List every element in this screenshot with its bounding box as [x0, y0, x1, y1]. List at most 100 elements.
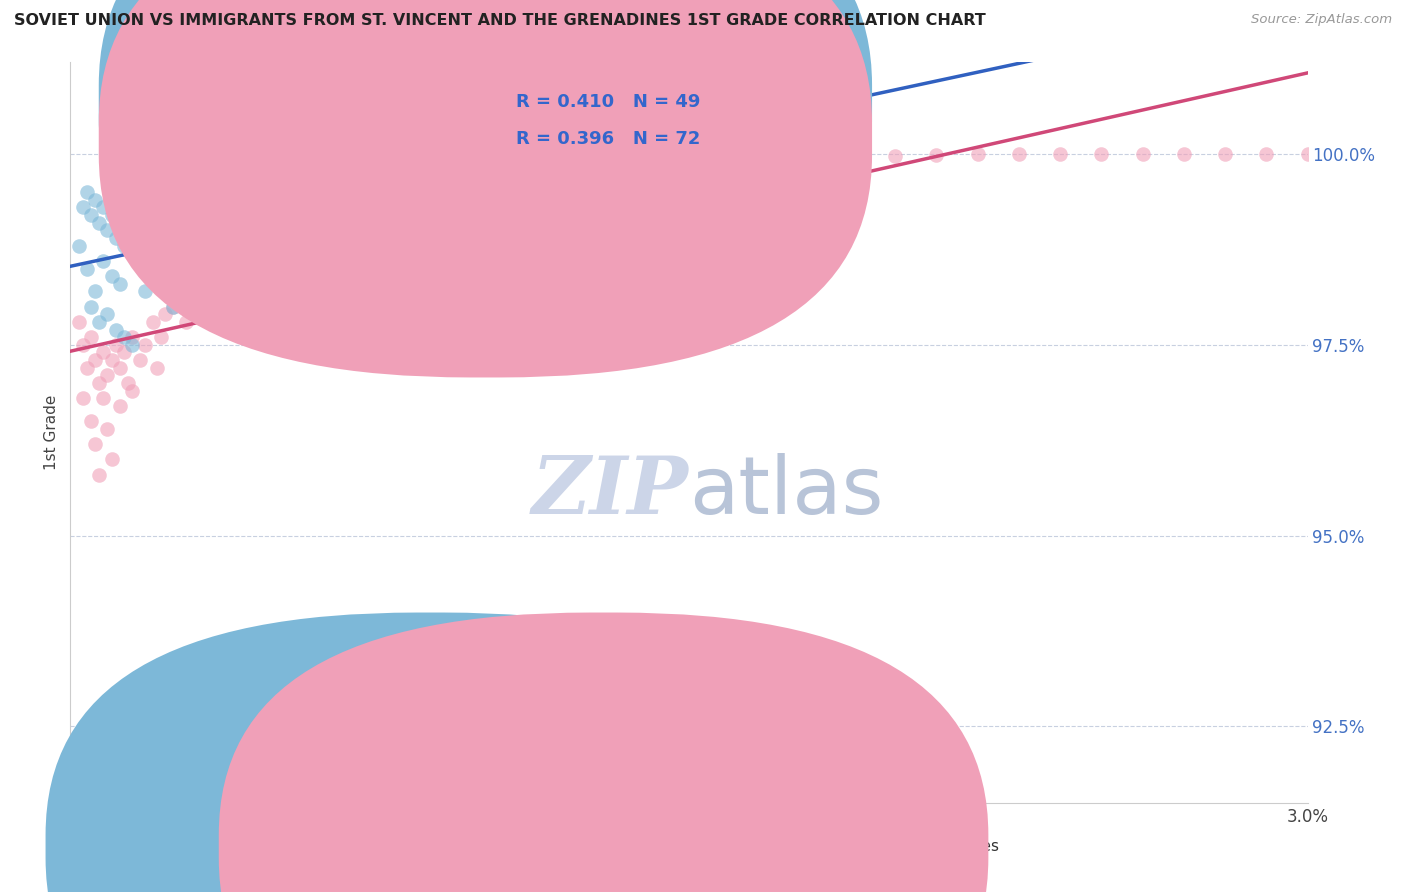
Point: [121, 330, 143, 344]
Point: [1132, 147, 1154, 161]
FancyBboxPatch shape: [45, 613, 815, 892]
Text: ZIP: ZIP: [531, 453, 689, 531]
Point: [91, 345, 114, 359]
Point: [245, 223, 267, 237]
Point: [96, 223, 118, 237]
FancyBboxPatch shape: [98, 0, 872, 377]
Point: [84, 193, 107, 207]
Point: [146, 360, 169, 375]
Point: [89, 315, 111, 329]
Point: [162, 238, 184, 252]
Point: [84, 285, 107, 299]
Point: [67, 238, 90, 252]
Point: [72, 338, 94, 352]
Point: [1049, 147, 1071, 161]
Point: [108, 216, 131, 230]
Point: [215, 261, 238, 276]
Point: [117, 376, 139, 390]
Point: [285, 261, 308, 276]
Point: [183, 223, 205, 237]
Point: [153, 307, 176, 321]
Point: [150, 246, 173, 260]
Point: [89, 216, 111, 230]
Point: [637, 162, 659, 177]
Point: [183, 292, 205, 306]
Point: [925, 148, 948, 162]
Point: [84, 437, 107, 451]
Point: [718, 154, 741, 169]
Point: [170, 285, 193, 299]
Point: [100, 208, 122, 222]
Point: [224, 285, 246, 299]
Point: [112, 238, 135, 252]
Point: [430, 193, 453, 207]
Point: [174, 261, 197, 276]
Point: [125, 231, 148, 245]
Point: [72, 391, 94, 405]
Point: [153, 216, 176, 230]
FancyBboxPatch shape: [460, 73, 733, 169]
Point: [266, 246, 288, 260]
Point: [174, 315, 197, 329]
Point: [134, 223, 156, 237]
Point: [96, 307, 118, 321]
Point: [842, 149, 865, 163]
Text: Immigrants from St. Vincent and the Grenadines: Immigrants from St. Vincent and the Gren…: [627, 839, 1000, 854]
Point: [368, 216, 391, 230]
Point: [595, 166, 617, 180]
Point: [389, 208, 412, 222]
Point: [76, 261, 98, 276]
Point: [257, 277, 280, 291]
Point: [204, 231, 226, 245]
Text: SOVIET UNION VS IMMIGRANTS FROM ST. VINCENT AND THE GRENADINES 1ST GRADE CORRELA: SOVIET UNION VS IMMIGRANTS FROM ST. VINC…: [14, 13, 986, 29]
Point: [195, 277, 218, 291]
Point: [134, 285, 156, 299]
Point: [1008, 147, 1031, 161]
Point: [162, 300, 184, 314]
Point: [339, 246, 361, 260]
Point: [298, 238, 321, 252]
Point: [89, 467, 111, 482]
Point: [1296, 147, 1319, 161]
Point: [104, 231, 127, 245]
Point: [100, 269, 122, 284]
Point: [285, 208, 308, 222]
Point: [91, 391, 114, 405]
Point: [96, 422, 118, 436]
Point: [117, 223, 139, 237]
Point: [245, 253, 267, 268]
Point: [104, 322, 127, 336]
Point: [104, 338, 127, 352]
Point: [84, 353, 107, 368]
Text: atlas: atlas: [689, 453, 883, 531]
Point: [112, 345, 135, 359]
Point: [266, 193, 288, 207]
Point: [204, 300, 226, 314]
Point: [108, 277, 131, 291]
Point: [138, 238, 160, 252]
Point: [471, 185, 494, 199]
Point: [513, 178, 536, 192]
Point: [1256, 147, 1278, 161]
Point: [121, 384, 143, 398]
Point: [108, 399, 131, 413]
Point: [191, 253, 214, 268]
Point: [966, 147, 988, 161]
Point: [129, 253, 152, 268]
Point: [224, 238, 246, 252]
FancyBboxPatch shape: [219, 613, 988, 892]
Point: [215, 208, 238, 222]
Point: [142, 261, 165, 276]
Point: [307, 185, 329, 199]
Point: [678, 159, 700, 173]
Point: [554, 169, 576, 184]
Point: [162, 300, 184, 314]
Point: [1213, 147, 1236, 161]
Point: [67, 315, 90, 329]
Point: [121, 246, 143, 260]
Text: Source: ZipAtlas.com: Source: ZipAtlas.com: [1251, 13, 1392, 27]
Point: [801, 151, 824, 165]
Point: [100, 353, 122, 368]
Point: [72, 201, 94, 215]
Point: [307, 253, 329, 268]
